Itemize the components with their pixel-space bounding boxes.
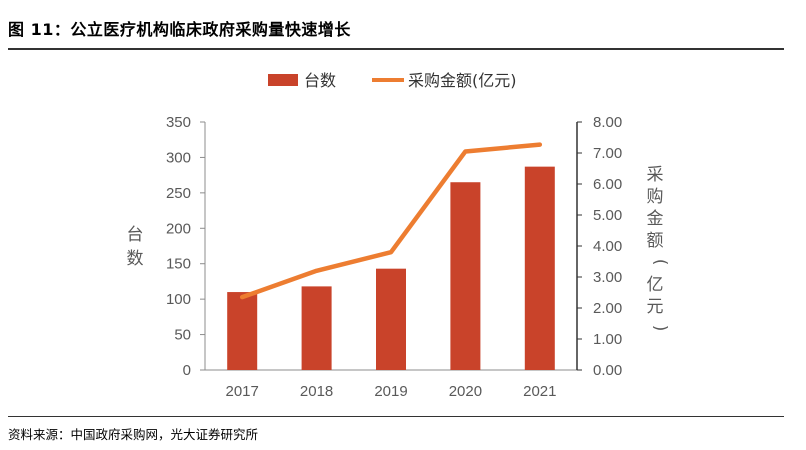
title-divider (8, 48, 784, 50)
figure-title: 图 11：公立医疗机构临床政府采购量快速增长 (8, 20, 351, 39)
bar (227, 292, 258, 370)
left-tick-label: 250 (166, 185, 191, 202)
bar (376, 268, 406, 370)
legend-label-line: 采购金额(亿元) (408, 71, 517, 90)
line-series (239, 142, 543, 300)
tick-labels: 0 50 100 150 200 250 300 350 0.00 1.00 2.00 3.00 4.0… (166, 114, 622, 400)
right-tick-label: 4.00 (593, 238, 622, 255)
right-axis-label-char: 元 (647, 297, 664, 317)
right-axis-label-char: 金 (647, 209, 664, 229)
source-note: 资料来源：中国政府采购网，光大证券研究所 (8, 427, 259, 442)
x-tick-label: 2021 (523, 383, 556, 400)
bar (450, 182, 481, 370)
right-tick-label: 7.00 (593, 145, 622, 162)
x-tick-label: 2018 (300, 383, 333, 400)
bar (301, 286, 332, 370)
left-tick-label: 100 (166, 291, 191, 308)
right-tick-label: 1.00 (593, 331, 622, 348)
bar-series (227, 166, 555, 370)
right-tick-label: 3.00 (593, 269, 622, 286)
right-axis-label-char: ( (650, 259, 670, 266)
left-tick-label: 300 (166, 149, 191, 166)
left-tick-label: 200 (166, 220, 191, 237)
right-axis-label-char: ) (650, 325, 670, 332)
left-axis-label-char: 台 (127, 225, 144, 245)
x-tick-label: 2019 (374, 383, 407, 400)
legend: 台数 采购金额(亿元) (268, 71, 517, 90)
x-tick-label: 2017 (226, 383, 259, 400)
right-axis-label-char: 采 (647, 165, 664, 185)
left-tick-label: 150 (166, 256, 191, 273)
x-tick-label: 2020 (449, 383, 482, 400)
right-tick-label: 8.00 (593, 114, 622, 131)
right-tick-label: 6.00 (593, 176, 622, 193)
bar (524, 166, 555, 370)
left-axis-label-char: 数 (127, 249, 144, 269)
left-tick-label: 350 (166, 114, 191, 131)
axis-labels: 台数 采购金额 ( 亿元) (127, 165, 671, 331)
right-tick-label: 5.00 (593, 207, 622, 224)
left-tick-label: 50 (174, 327, 191, 344)
right-tick-label: 0.00 (593, 362, 622, 379)
right-axis-label-char: 额 (647, 231, 664, 251)
legend-swatch-bar (268, 74, 298, 86)
left-tick-label: 0 (183, 362, 191, 379)
right-axis-label-char: 亿 (647, 275, 664, 295)
footer-divider (8, 416, 784, 417)
right-tick-label: 2.00 (593, 300, 622, 317)
legend-label-bar: 台数 (304, 71, 336, 90)
right-axis-label-char: 购 (647, 187, 664, 207)
